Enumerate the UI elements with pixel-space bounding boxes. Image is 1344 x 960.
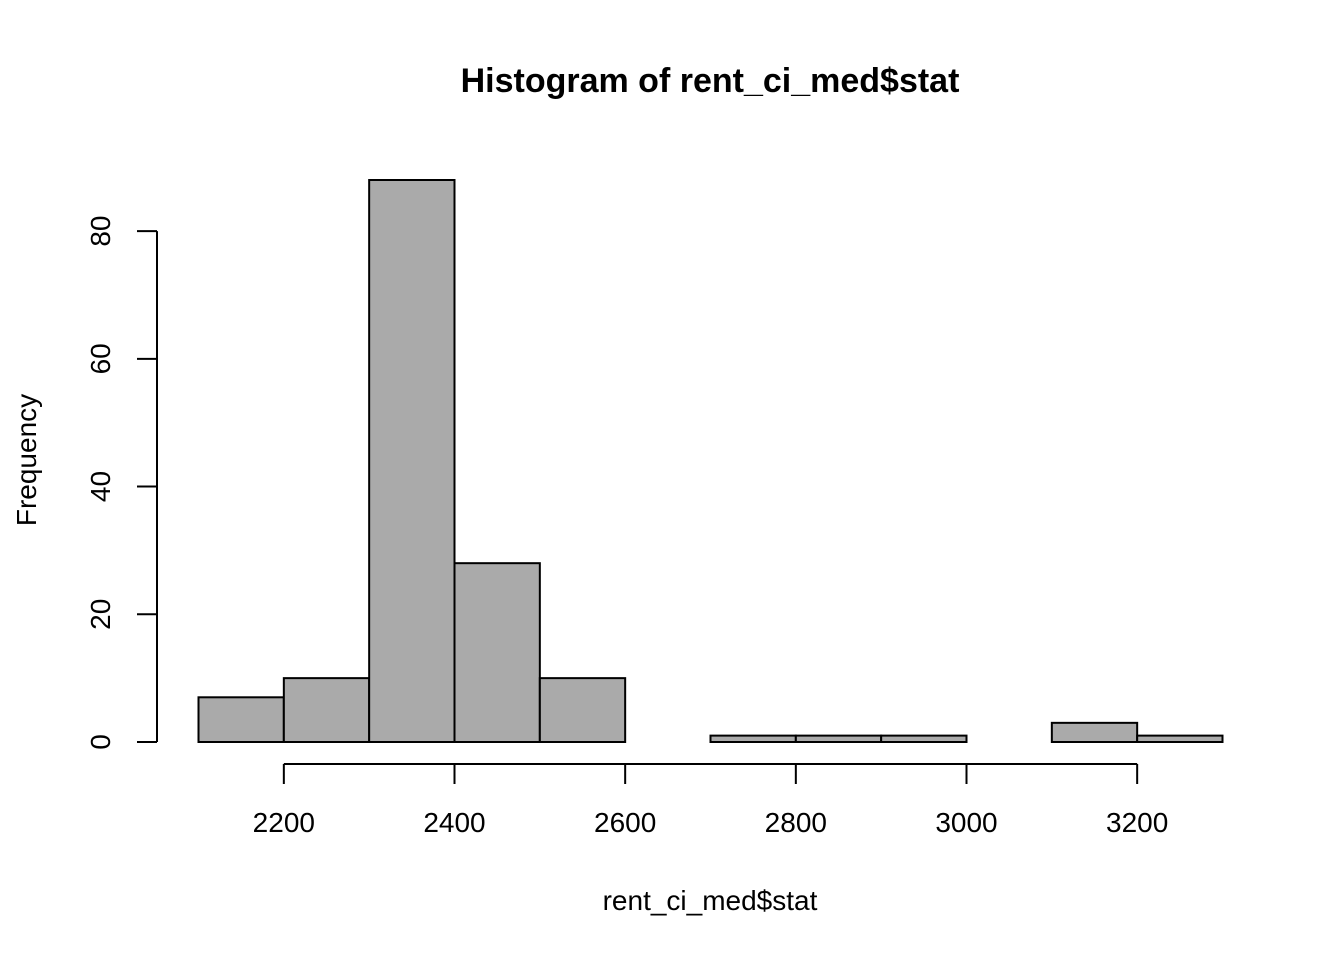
y-axis: 0 20 40 60 80 [85,216,158,750]
histogram-bar [880,734,968,744]
x-tick-label: 2600 [594,807,656,838]
y-tick-label: 20 [85,599,116,630]
chart-title: Histogram of rent_ci_med$stat [461,62,960,100]
histogram-bar [1136,734,1224,744]
histogram-bar [709,734,797,744]
histogram-bar [1050,721,1139,743]
y-tick-label: 60 [85,343,116,374]
x-tick-label: 2200 [253,807,315,838]
histogram-bar [282,677,371,743]
x-tick-label: 2400 [423,807,485,838]
y-axis-label: Frequency [11,394,42,526]
x-axis-label: rent_ci_med$stat [603,885,818,916]
y-tick-label: 80 [85,216,116,247]
x-tick-label: 3200 [1106,807,1168,838]
y-tick-label: 40 [85,471,116,502]
histogram-bar [538,677,627,743]
histogram-bar [368,179,456,743]
histogram-bar [453,562,541,743]
x-tick-label: 3000 [935,807,997,838]
bars-group [197,179,1224,744]
y-tick-label: 0 [85,734,116,750]
histogram-bar [197,696,285,744]
histogram-bar [794,734,883,744]
x-axis: 2200 2400 2600 2800 3000 3200 [253,763,1168,838]
x-tick-label: 2800 [765,807,827,838]
